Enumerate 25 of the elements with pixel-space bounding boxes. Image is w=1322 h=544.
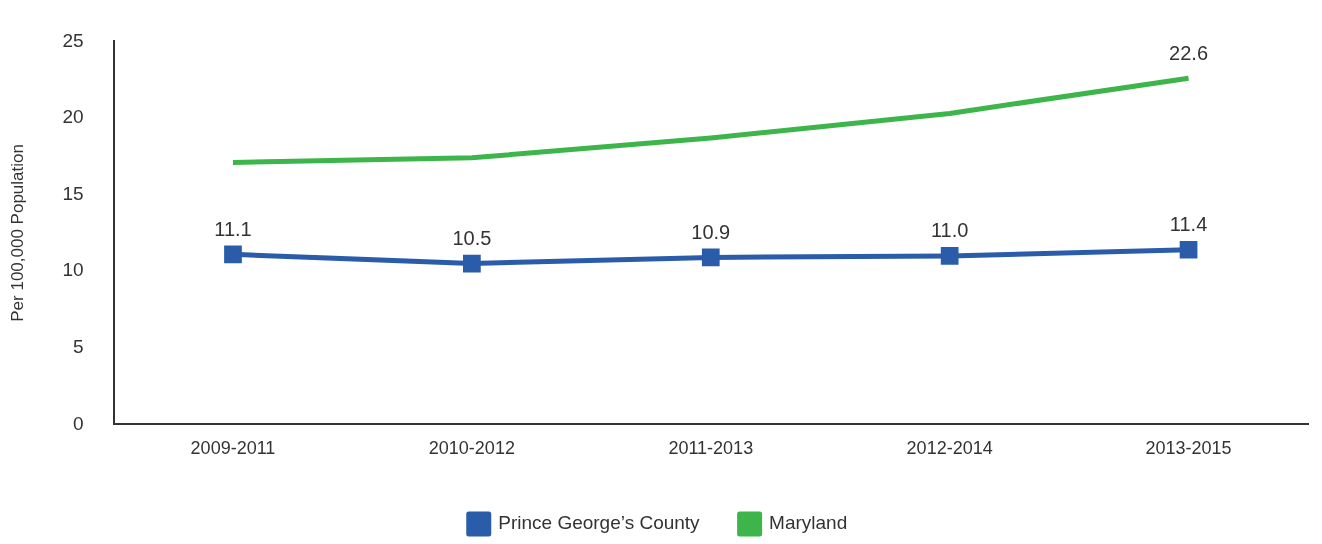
point <box>1179 240 1198 259</box>
data-label: 11.0 <box>930 219 969 242</box>
x-tick-label: 2009-2011 <box>190 438 276 459</box>
legend-label: Maryland <box>769 512 848 534</box>
legend-label: Prince George’s County <box>498 512 701 534</box>
data-label: 11.1 <box>214 217 252 240</box>
point <box>463 254 481 273</box>
point <box>940 247 959 265</box>
x-tick-label: 2012-2014 <box>906 438 993 459</box>
y-tick-label: 10 <box>62 259 84 281</box>
data-label: 22.6 <box>1169 41 1209 64</box>
y-tick-label: 0 <box>72 412 84 434</box>
y-tick-label: 15 <box>62 182 84 204</box>
y-axis-title: Per 100,000 Population <box>7 144 27 322</box>
data-label: 11.4 <box>1169 213 1208 236</box>
x-tick-label: 2013-2015 <box>1145 438 1232 459</box>
x-tick-label: 2010-2012 <box>428 438 515 459</box>
x-tick-label: 2011-2013 <box>668 438 754 459</box>
y-tick-label: 25 <box>62 29 84 51</box>
data-label: 10.9 <box>691 220 731 243</box>
data-label: 10.5 <box>452 227 492 250</box>
y-tick-label: 5 <box>72 336 84 358</box>
y-tick-label: 20 <box>62 106 84 128</box>
point <box>701 248 720 267</box>
point <box>224 245 242 264</box>
